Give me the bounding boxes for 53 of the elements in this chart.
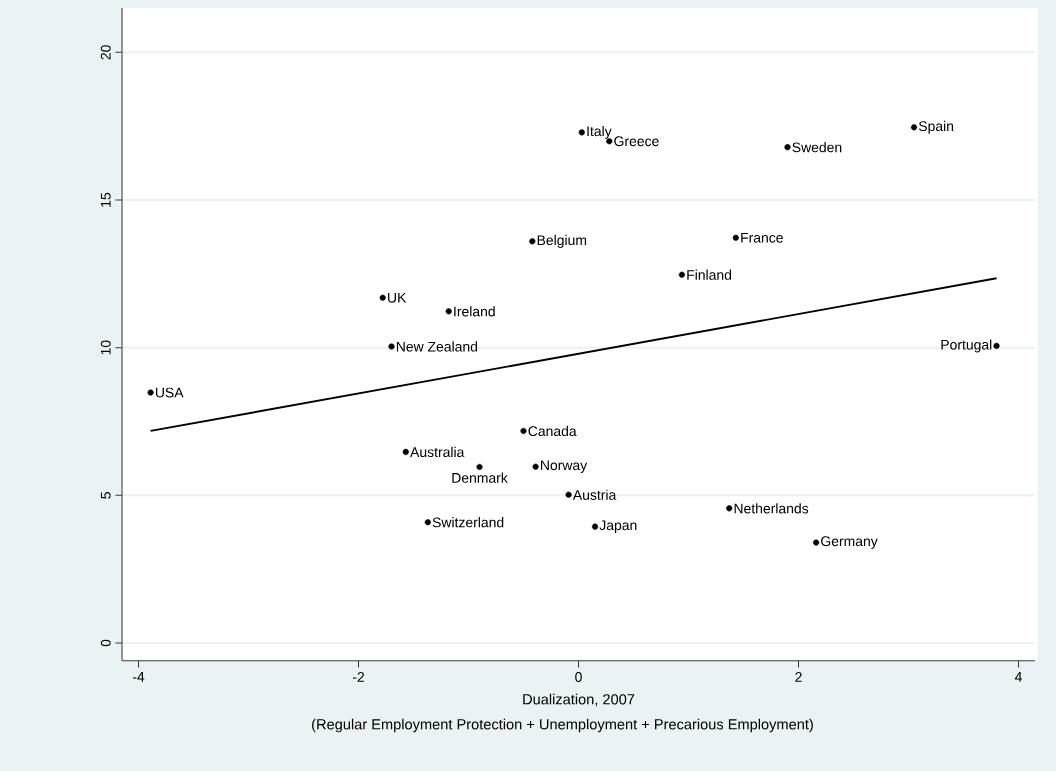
point — [993, 342, 1000, 349]
data-label: Norway — [541, 460, 588, 473]
data-label: Switzerland — [432, 517, 504, 528]
data-label: Spain — [918, 120, 954, 134]
point — [476, 463, 483, 471]
point — [388, 343, 395, 350]
y-tick-label: 0 — [100, 639, 111, 647]
point — [784, 144, 791, 151]
data-label: Ireland — [454, 306, 495, 317]
data-label: Sweden — [792, 142, 842, 153]
point — [402, 448, 409, 455]
data-label: USA — [155, 387, 184, 398]
y-tick-label: 15 — [100, 192, 111, 207]
point — [813, 539, 820, 546]
x-tick-label: 2 — [795, 672, 802, 682]
point — [732, 234, 739, 241]
data-label: Belgium — [537, 234, 587, 248]
point — [147, 389, 154, 396]
point — [910, 124, 918, 131]
data-label: Japan — [599, 520, 637, 533]
point — [520, 427, 527, 435]
data-label: Canada — [528, 425, 577, 437]
data-label: Germany — [821, 536, 878, 549]
data-label: France — [741, 232, 783, 243]
point — [678, 271, 685, 278]
point — [532, 463, 539, 470]
x-tick-label: 4 — [1014, 672, 1022, 682]
y-tick-label: 5 — [100, 492, 111, 499]
data-label: Finland — [687, 269, 732, 280]
point — [578, 129, 585, 136]
data-label: Austria — [572, 489, 617, 500]
data-label: Italy — [587, 125, 612, 139]
x-axis-title: Dualization, 2007 — [523, 693, 635, 707]
data-label: UK — [388, 292, 407, 303]
point — [379, 294, 386, 301]
data-label: Australia — [410, 446, 465, 458]
point — [726, 505, 733, 512]
x-tick-label: -2 — [352, 672, 365, 682]
y-tick-label: 10 — [100, 340, 111, 355]
point — [424, 519, 431, 526]
data-label: Greece — [614, 136, 659, 147]
data-label: Portugal — [941, 339, 992, 353]
data-label: Netherlands — [734, 503, 809, 514]
data-label: Denmark — [452, 472, 508, 483]
point — [529, 238, 536, 245]
x-tick-label: -4 — [132, 672, 145, 682]
point — [565, 491, 572, 498]
x-tick-label: 0 — [575, 672, 582, 682]
data-label: New Zealand — [396, 341, 478, 352]
point — [445, 308, 452, 315]
text: (Regular Employment Protection + Unemployment + Precarious Employment) — [312, 718, 813, 733]
y-tick-label: 20 — [100, 45, 111, 60]
point — [591, 523, 599, 530]
